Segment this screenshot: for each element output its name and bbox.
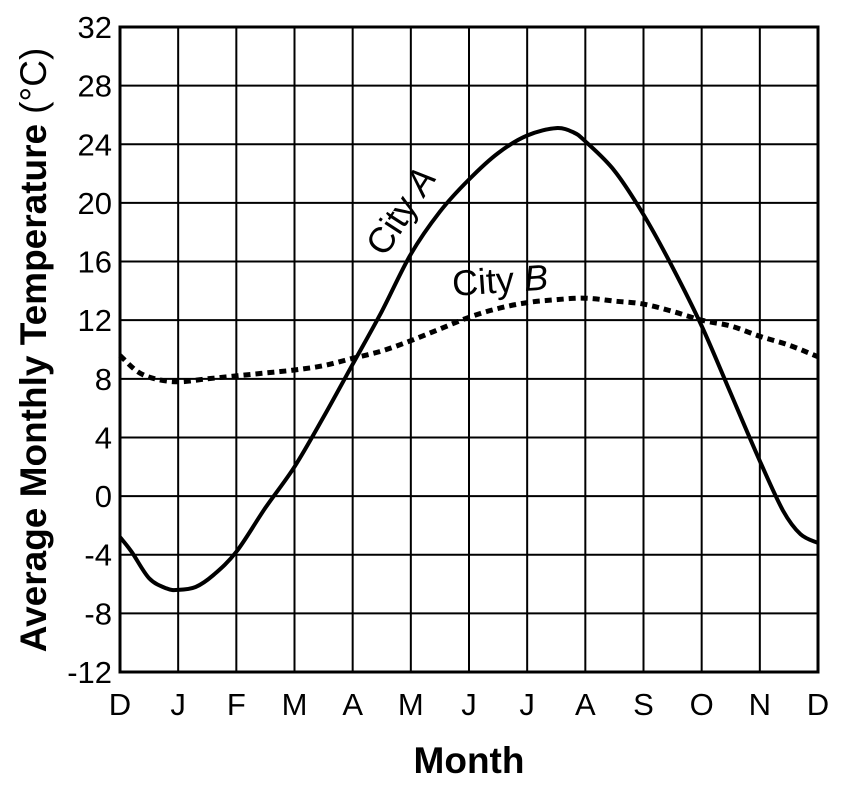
series-label-city-a: CityA (357, 160, 444, 263)
y-axis-title-unit: (°C) (13, 48, 54, 114)
y-tick-label: -8 (84, 596, 112, 631)
y-tick-label: -4 (84, 538, 112, 573)
series-line-city-b (118, 295, 819, 385)
plot-frame (118, 25, 820, 674)
x-tick-label: A (575, 687, 596, 722)
y-tick-label: 16 (78, 245, 112, 280)
y-tick-label: 0 (95, 479, 112, 514)
x-tick-label: A (342, 687, 363, 722)
y-tick-label: 28 (78, 69, 112, 104)
y-axis-title-main: Average Monthly Temperature (13, 124, 54, 652)
series-line-city-a (118, 126, 819, 593)
series-label-city-b-letter: B (523, 256, 550, 299)
x-tick-label: M (398, 687, 424, 722)
y-tick-label: 8 (95, 362, 112, 397)
x-tick-label: J (461, 687, 477, 722)
series-lines (118, 126, 819, 593)
x-tick-label: O (690, 687, 714, 722)
x-tick-label: J (170, 687, 186, 722)
x-tick-label: D (807, 687, 829, 722)
x-axis-title: Month (414, 740, 525, 781)
x-tick-label: M (282, 687, 308, 722)
x-tick-label: D (109, 687, 131, 722)
series-label-city-b-prefix: City (451, 259, 516, 304)
y-tick-label: 12 (78, 303, 112, 338)
series-label-city-b: City B (451, 256, 550, 304)
y-axis-title: Average Monthly Temperature (°C) (13, 48, 54, 653)
y-tick-label: -12 (67, 655, 112, 690)
y-tick-label: 24 (78, 127, 112, 162)
y-tick-label: 20 (78, 186, 112, 221)
y-tick-label: 4 (95, 420, 112, 455)
x-tick-label: F (227, 687, 246, 722)
series-label-city-a-prefix: City (357, 188, 425, 262)
x-tick-label: S (633, 687, 654, 722)
x-tick-label: J (519, 687, 535, 722)
x-tick-label: N (749, 687, 771, 722)
y-tick-label: 32 (78, 10, 112, 45)
